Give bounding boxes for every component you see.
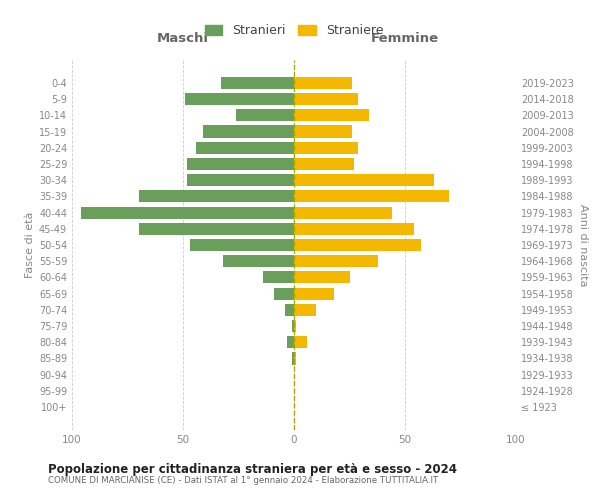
Bar	[203, 126, 294, 138]
Y-axis label: Fasce di età: Fasce di età	[25, 212, 35, 278]
Bar	[287, 336, 294, 348]
Bar	[294, 239, 421, 251]
Bar	[274, 288, 294, 300]
Text: COMUNE DI MARCIANISE (CE) - Dati ISTAT al 1° gennaio 2024 - Elaborazione TUTTITA: COMUNE DI MARCIANISE (CE) - Dati ISTAT a…	[48, 476, 438, 485]
Bar	[294, 206, 392, 218]
Bar	[294, 320, 296, 332]
Bar	[139, 222, 294, 235]
Bar	[187, 174, 294, 186]
Text: Femmine: Femmine	[371, 32, 439, 45]
Bar	[294, 304, 316, 316]
Bar	[294, 255, 379, 268]
Bar	[292, 320, 294, 332]
Bar	[292, 352, 294, 364]
Bar	[294, 222, 414, 235]
Bar	[294, 126, 352, 138]
Bar	[81, 206, 294, 218]
Bar	[294, 77, 352, 89]
Bar	[294, 174, 434, 186]
Bar	[187, 158, 294, 170]
Bar	[139, 190, 294, 202]
Bar	[236, 109, 294, 122]
Bar	[294, 158, 354, 170]
Bar	[221, 77, 294, 89]
Bar	[294, 336, 307, 348]
Bar	[223, 255, 294, 268]
Bar	[294, 142, 358, 154]
Bar	[185, 93, 294, 105]
Bar	[285, 304, 294, 316]
Bar	[263, 272, 294, 283]
Bar	[294, 109, 370, 122]
Legend: Stranieri, Straniere: Stranieri, Straniere	[199, 18, 389, 44]
Bar	[294, 288, 334, 300]
Y-axis label: Anni di nascita: Anni di nascita	[578, 204, 588, 286]
Text: Maschi: Maschi	[157, 32, 209, 45]
Bar	[294, 272, 349, 283]
Bar	[294, 93, 358, 105]
Bar	[196, 142, 294, 154]
Bar	[190, 239, 294, 251]
Bar	[294, 352, 296, 364]
Text: Popolazione per cittadinanza straniera per età e sesso - 2024: Popolazione per cittadinanza straniera p…	[48, 462, 457, 475]
Bar	[294, 190, 449, 202]
